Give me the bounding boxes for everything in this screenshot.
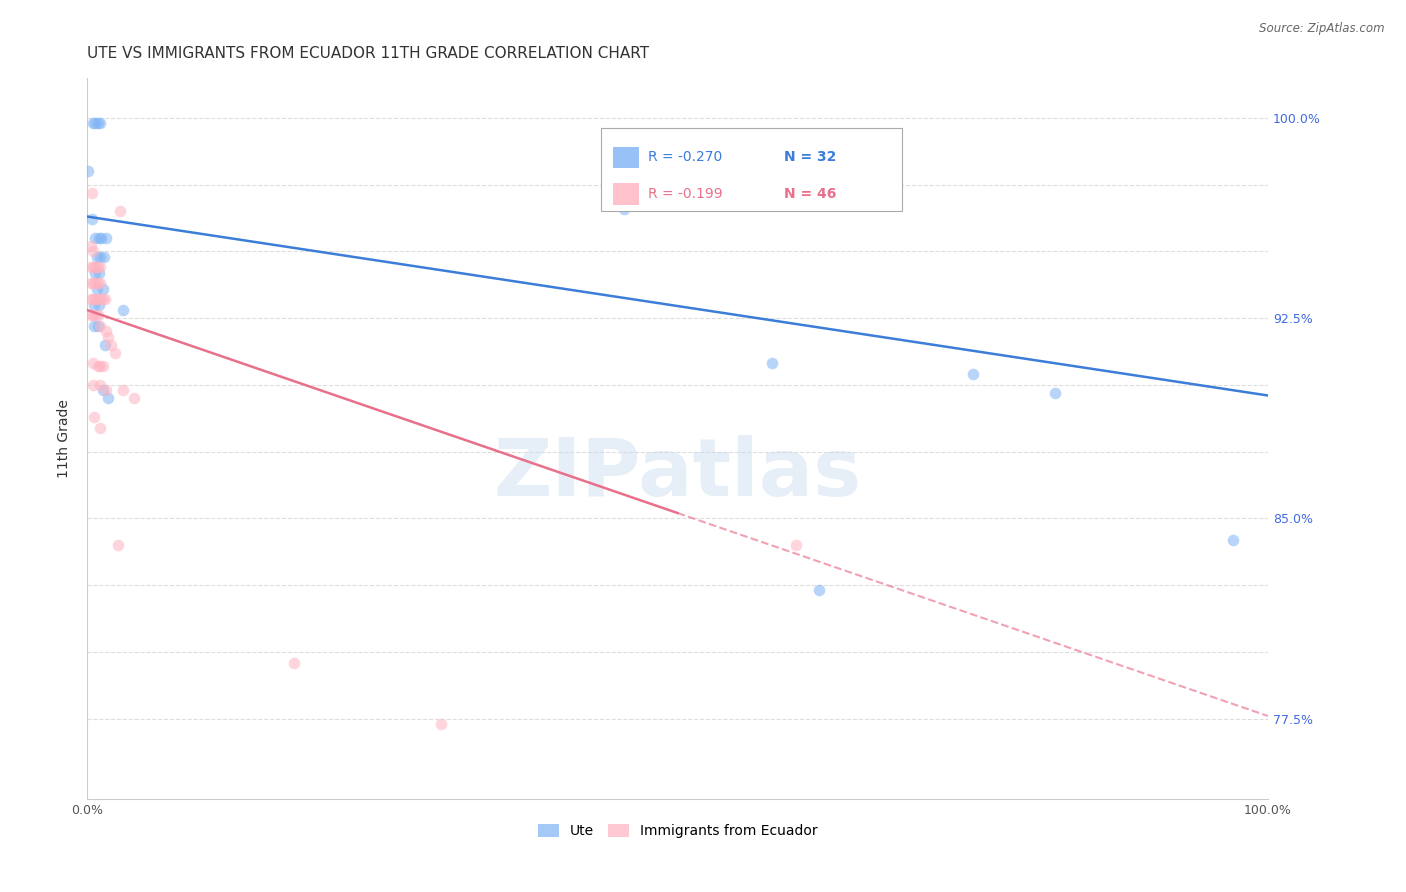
Text: Source: ZipAtlas.com: Source: ZipAtlas.com [1260,22,1385,36]
Point [84,293,107,307]
Point [80,277,103,291]
Point [111,303,134,318]
Point [83,409,105,424]
Point [86,282,108,296]
Point [94,337,117,351]
Point [110,204,132,219]
FancyBboxPatch shape [613,183,638,205]
Point [80,239,103,253]
Point [89,359,111,373]
Point [430,717,453,731]
Point [77,164,100,178]
Point [785,538,807,552]
Point [91,282,114,296]
Point [87,309,110,323]
Point [87,298,110,312]
Point [87,231,110,245]
Point [89,277,111,291]
Point [89,116,111,130]
Point [94,231,117,245]
Point [613,202,636,216]
Point [1222,533,1244,547]
Point [91,383,114,397]
Point [97,391,120,405]
Point [94,383,117,397]
Point [91,359,114,373]
Text: ZIPatlas: ZIPatlas [494,435,862,513]
Point [89,319,111,334]
Point [97,330,120,344]
Point [84,231,107,245]
Legend: Ute, Immigrants from Ecuador: Ute, Immigrants from Ecuador [533,819,823,844]
Point [93,250,115,264]
Text: N = 32: N = 32 [783,151,837,164]
Point [90,231,112,245]
Point [89,293,111,307]
Point [87,266,110,280]
Point [100,337,122,351]
Point [87,359,110,373]
Point [283,656,305,670]
Point [87,319,110,334]
Point [89,377,111,392]
Point [82,293,104,307]
Point [761,356,783,370]
Point [80,293,103,307]
Point [84,266,107,280]
Point [87,277,110,291]
Text: UTE VS IMMIGRANTS FROM ECUADOR 11TH GRADE CORRELATION CHART: UTE VS IMMIGRANTS FROM ECUADOR 11TH GRAD… [87,46,650,62]
FancyBboxPatch shape [613,146,638,169]
Point [82,377,104,392]
Y-axis label: 11th Grade: 11th Grade [58,399,72,478]
Point [89,260,111,275]
Point [87,293,110,307]
Point [91,293,114,307]
Point [80,260,103,275]
Point [962,367,984,381]
Point [808,583,831,598]
Point [80,212,103,227]
Point [84,309,107,323]
Point [86,250,108,264]
Text: R = -0.270: R = -0.270 [648,151,723,164]
Text: N = 46: N = 46 [783,187,837,201]
Point [83,298,105,312]
Point [111,383,134,397]
Point [84,260,107,275]
Text: R = -0.199: R = -0.199 [648,187,723,201]
Point [104,345,127,359]
Point [82,116,104,130]
Point [84,277,107,291]
Point [84,116,107,130]
Point [107,538,129,552]
Point [87,116,110,130]
Point [80,186,103,200]
Point [80,309,103,323]
FancyBboxPatch shape [600,128,901,211]
Point [1045,385,1067,400]
Point [82,277,104,291]
Point [82,244,104,259]
Point [82,356,104,370]
Point [83,319,105,334]
Point [89,250,111,264]
Point [94,293,117,307]
Point [82,309,104,323]
Point [94,325,117,339]
Point [87,260,110,275]
Point [124,391,146,405]
Point [82,260,104,275]
Point [89,420,111,434]
